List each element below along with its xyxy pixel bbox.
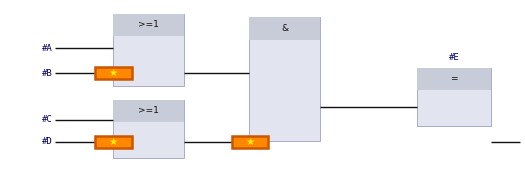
Bar — [249, 17, 320, 40]
Text: ★: ★ — [109, 68, 118, 78]
Bar — [417, 68, 491, 126]
Bar — [113, 14, 184, 86]
Text: ★: ★ — [245, 137, 255, 147]
Text: &: & — [281, 24, 288, 33]
Bar — [249, 17, 320, 141]
Text: >=1: >=1 — [138, 106, 159, 115]
Text: >=1: >=1 — [138, 20, 159, 29]
Text: #C: #C — [42, 115, 52, 124]
Bar — [95, 136, 132, 148]
Text: =: = — [450, 75, 458, 84]
Text: #D: #D — [42, 137, 52, 146]
Bar — [113, 100, 184, 158]
Text: #B: #B — [42, 69, 52, 78]
Text: #A: #A — [42, 44, 52, 53]
Bar — [417, 68, 491, 90]
Bar — [113, 14, 184, 36]
Text: ★: ★ — [109, 137, 118, 147]
Bar — [95, 67, 132, 79]
Text: #E: #E — [449, 53, 459, 62]
Bar — [232, 136, 268, 148]
Bar — [113, 100, 184, 122]
